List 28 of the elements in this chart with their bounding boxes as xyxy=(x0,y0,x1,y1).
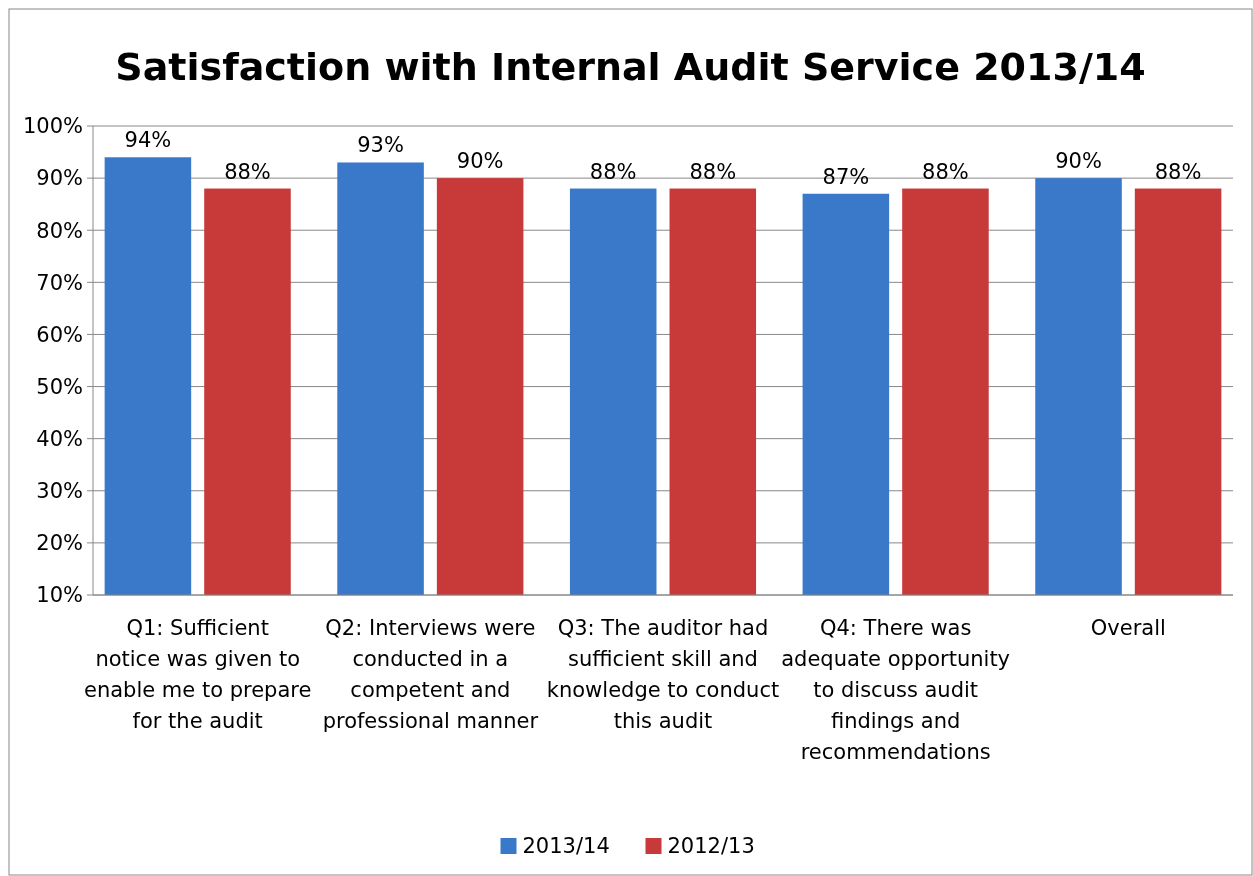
data-label: 90% xyxy=(1055,149,1102,174)
x-tick-label: Q1: Sufficient notice was given to enable me to prepare for the audit xyxy=(84,616,312,733)
data-label: 88% xyxy=(224,159,271,184)
data-label: 93% xyxy=(357,133,404,158)
data-label: 88% xyxy=(689,159,737,184)
y-tick-label: 10% xyxy=(36,583,83,608)
y-tick-label: 70% xyxy=(36,270,83,295)
legend-label: 2012/13 xyxy=(667,834,755,859)
x-tick-label: Q2: Interviews were conducted in a competent and professional manner xyxy=(322,616,539,733)
data-label: 94% xyxy=(124,128,172,153)
data-label: 88% xyxy=(589,159,637,184)
x-tick-label: Overall xyxy=(1090,616,1166,640)
data-label: 88% xyxy=(1154,159,1202,184)
y-tick-label: 100% xyxy=(22,114,83,139)
y-tick-label: 90% xyxy=(36,166,83,191)
legend-label: 2013/14 xyxy=(522,834,610,859)
y-tick-label: 30% xyxy=(36,479,83,504)
chart-title: Satisfaction with Internal Audit Service 2013/14 xyxy=(115,45,1146,89)
y-tick-label: 50% xyxy=(36,374,83,399)
data-label: 87% xyxy=(822,164,870,189)
x-tick-label: Q4: There was adequate opportunity to discuss audit findings and recommendations xyxy=(781,616,1011,764)
data-label: 88% xyxy=(922,159,969,184)
x-tick-label: Q3: The auditor had sufficient skill and knowledge to conduct this audit xyxy=(546,616,780,733)
y-tick-label: 20% xyxy=(36,531,83,556)
y-tick-label: 60% xyxy=(36,322,83,347)
y-tick-label: 40% xyxy=(36,427,83,452)
data-label: 90% xyxy=(456,149,504,174)
y-tick-label: 80% xyxy=(36,218,83,243)
